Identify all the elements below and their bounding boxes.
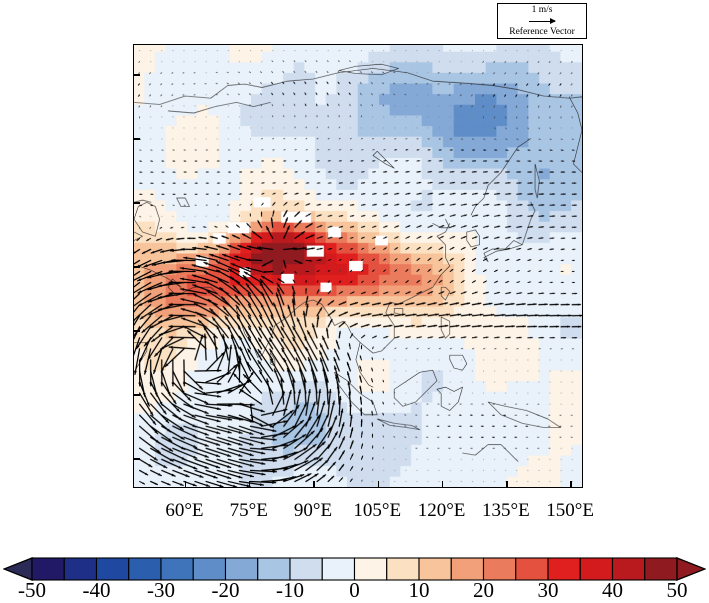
colorbar-tick-label: -30 [147,578,175,602]
x-axis-tick-label: 150°E [546,500,594,521]
colorbar-tick-label: 10 [408,578,430,602]
x-axis-tick-label: 105°E [353,500,402,521]
y-tick-inner [134,74,140,76]
colorbar-tick-label: 0 [349,578,360,602]
colorbar-tick-label: 40 [602,578,623,602]
y-tick-inner [134,394,140,396]
colorbar-tick-label: 20 [473,578,494,602]
colorbar-tick-label: -40 [82,578,111,602]
colorbar [3,557,706,581]
x-tick-inner [441,481,444,487]
x-tick-inner [313,481,315,487]
y-tick-inner [134,266,140,268]
y-tick-inner [134,458,140,460]
x-tick-inner [377,481,379,487]
y-tick-inner [134,202,140,204]
colorbar-tick-labels: -50 -40 -30 -20 -10 0 10 20 30 40 50 [0,578,709,602]
map-plot-area [133,44,583,488]
reference-vector-arrow-wrap [498,17,586,26]
anomaly-field-canvas [134,45,582,487]
colorbar-tick-label: -20 [211,578,240,602]
reference-vector-caption: Reference Vector [509,27,575,37]
colorbar-tick-label: -10 [276,578,304,602]
y-tick-inner [134,138,140,140]
x-tick-inner [506,481,508,487]
x-tick-inner [184,481,187,487]
x-tick-inner [570,481,572,487]
reference-vector-legend: 1 m/s Reference Vector [497,3,587,39]
x-axis-tick-label: 75°E [229,500,268,521]
colorbar-swatches [3,557,706,581]
x-axis-tick-label: 135°E [481,500,530,521]
x-axis-tick-label: 60°E [165,500,204,521]
right-arrow-icon [529,18,556,24]
colorbar-tick-label: 50 [666,578,688,602]
x-tick-inner [249,481,251,487]
colorbar-tick-label: -50 [18,578,46,602]
y-tick-inner [134,330,140,332]
reference-vector-magnitude: 1 m/s [531,5,553,15]
x-axis-tick-label: 120°E [417,500,466,521]
colorbar-tick-label: 30 [537,578,559,602]
x-axis-tick-label: 90°E [293,500,333,521]
